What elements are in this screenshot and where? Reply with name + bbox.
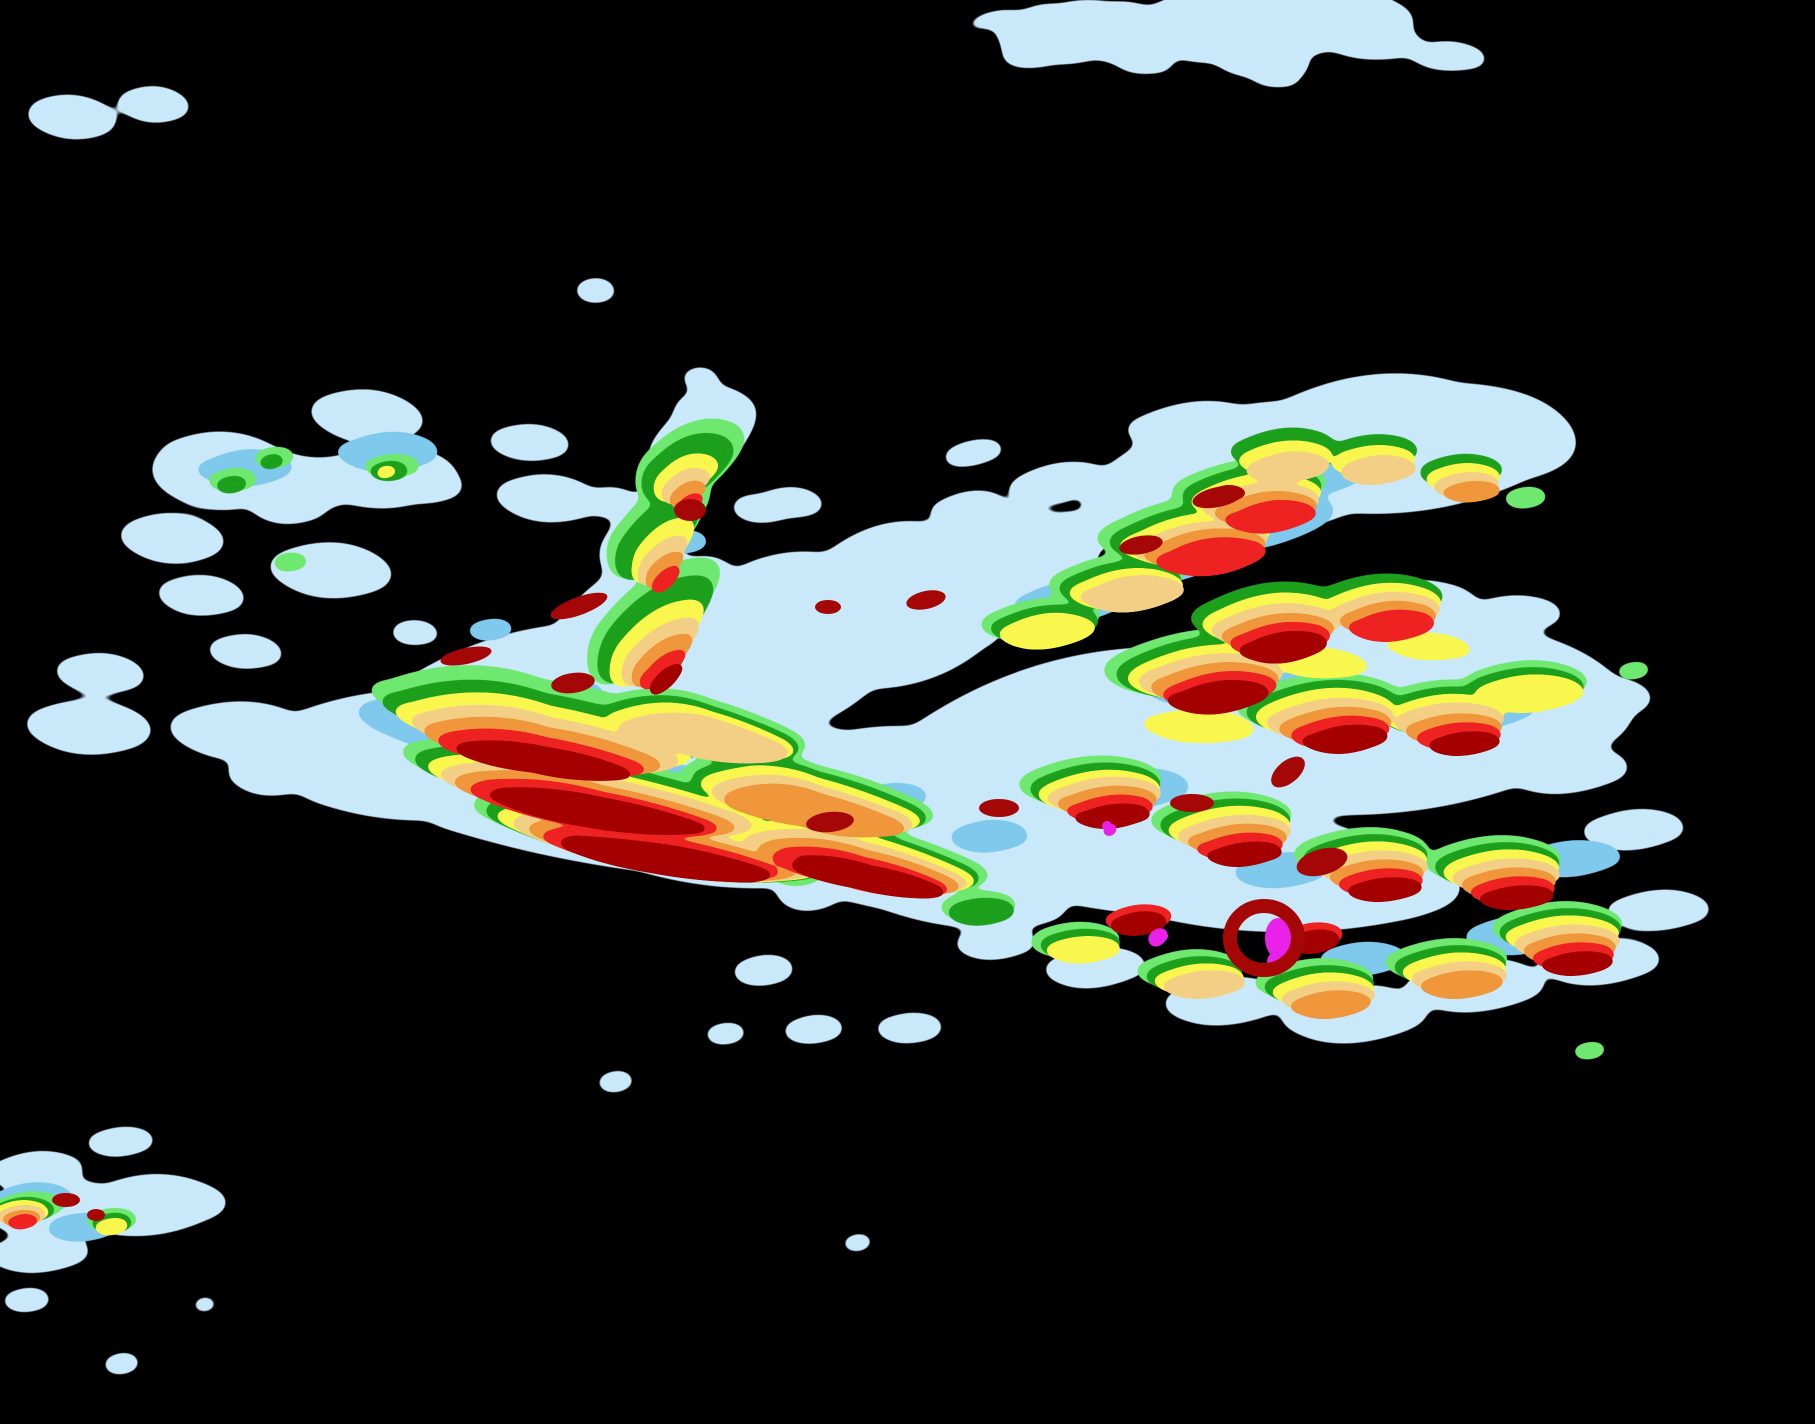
- reflectivity-core-accents: [52, 485, 1348, 1221]
- reflectivity-band-level-9: [455, 503, 1614, 976]
